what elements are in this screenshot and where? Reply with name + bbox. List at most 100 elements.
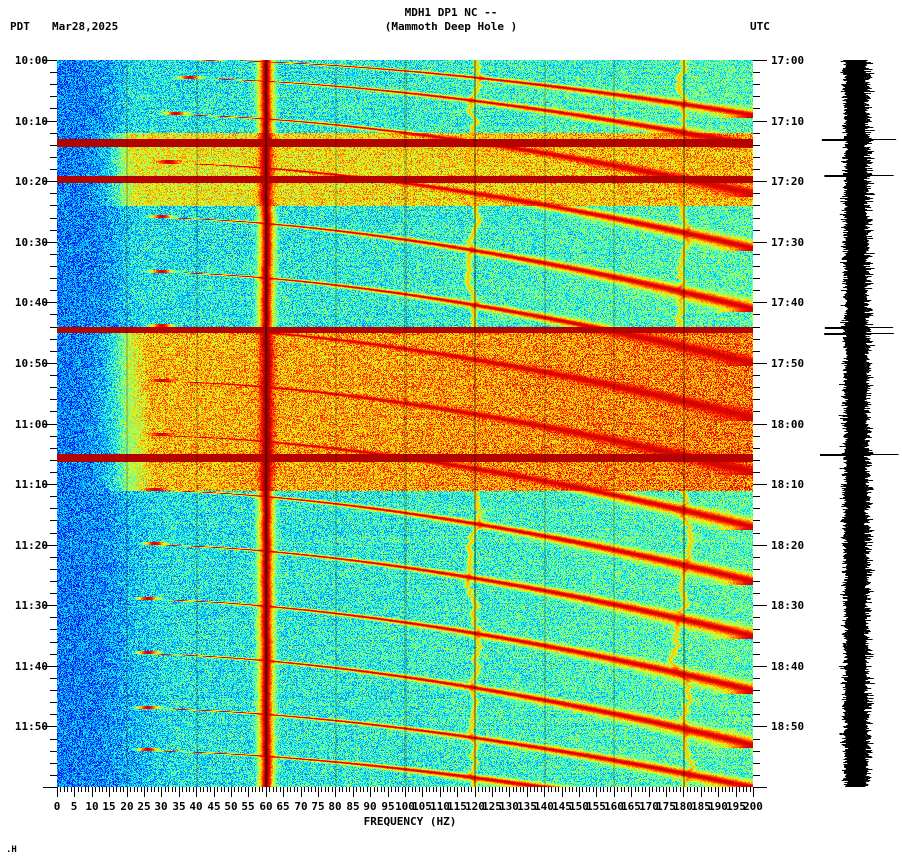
freq-tick-minor xyxy=(635,787,636,792)
time-tick-minor xyxy=(753,96,760,97)
time-tick-major xyxy=(43,363,57,364)
freq-label: 190 xyxy=(708,800,728,813)
freq-tick-minor xyxy=(624,787,625,792)
freq-tick-major xyxy=(214,787,215,797)
freq-tick-minor xyxy=(743,787,744,792)
freq-tick-minor xyxy=(489,787,490,792)
time-tick-minor xyxy=(50,581,57,582)
time-tick-minor xyxy=(753,436,760,437)
time-tick-minor xyxy=(753,254,760,255)
freq-label: 125 xyxy=(482,800,502,813)
time-tick-minor xyxy=(753,375,760,376)
corner-artifact-mark: .H xyxy=(6,845,17,855)
freq-tick-minor xyxy=(402,787,403,792)
seismogram-strip xyxy=(820,60,902,787)
time-tick-minor xyxy=(50,169,57,170)
freq-tick-minor xyxy=(673,787,674,792)
time-tick-major xyxy=(43,60,57,61)
freq-tick-minor xyxy=(610,787,611,792)
freq-tick-minor xyxy=(120,787,121,792)
freq-tick-minor xyxy=(516,787,517,792)
freq-tick-minor xyxy=(415,787,416,792)
time-tick-minor xyxy=(753,617,760,618)
time-tick-minor xyxy=(50,460,57,461)
freq-tick-minor xyxy=(141,787,142,792)
freq-tick-minor xyxy=(134,787,135,792)
freq-tick-major xyxy=(649,787,650,797)
time-label-utc: 18:00 xyxy=(771,418,805,431)
time-tick-minor xyxy=(50,654,57,655)
time-tick-minor xyxy=(50,629,57,630)
time-label-pdt: 10:20 xyxy=(14,175,48,188)
date-label: Mar28,2025 xyxy=(52,20,119,33)
freq-label: 185 xyxy=(691,800,711,813)
freq-label: 40 xyxy=(189,800,203,813)
freq-tick-minor xyxy=(158,787,159,792)
freq-label: 160 xyxy=(604,800,624,813)
freq-tick-minor xyxy=(186,787,187,792)
time-tick-major xyxy=(43,121,57,122)
time-label-pdt: 11:20 xyxy=(14,539,48,552)
freq-label: 135 xyxy=(517,800,537,813)
time-tick-minor xyxy=(50,351,57,352)
time-tick-minor xyxy=(50,72,57,73)
freq-tick-minor xyxy=(537,787,538,792)
freq-tick-minor xyxy=(102,787,103,792)
freq-tick-minor xyxy=(328,787,329,792)
freq-tick-minor xyxy=(600,787,601,792)
freq-tick-minor xyxy=(534,787,535,792)
freq-tick-minor xyxy=(638,787,639,792)
time-tick-major xyxy=(43,484,57,485)
freq-label: 180 xyxy=(673,800,693,813)
time-tick-minor xyxy=(50,96,57,97)
time-tick-minor xyxy=(753,411,760,412)
freq-tick-minor xyxy=(412,787,413,792)
freq-tick-minor xyxy=(374,787,375,792)
freq-tick-minor xyxy=(746,787,747,792)
freq-tick-minor xyxy=(308,787,309,792)
freq-tick-minor xyxy=(704,787,705,792)
time-tick-minor xyxy=(753,690,760,691)
freq-tick-minor xyxy=(555,787,556,792)
freq-tick-minor xyxy=(245,787,246,792)
freq-tick-minor xyxy=(99,787,100,792)
time-tick-minor xyxy=(753,327,760,328)
freq-tick-minor xyxy=(589,787,590,792)
freq-label: 0 xyxy=(53,800,61,813)
time-tick-minor xyxy=(753,290,760,291)
time-tick-major xyxy=(753,242,767,243)
freq-tick-major xyxy=(57,787,58,797)
freq-tick-minor xyxy=(252,787,253,792)
time-tick-major xyxy=(43,545,57,546)
time-tick-minor xyxy=(50,387,57,388)
time-tick-minor xyxy=(50,569,57,570)
time-tick-major xyxy=(753,545,767,546)
freq-tick-major xyxy=(388,787,389,797)
time-tick-minor xyxy=(753,448,760,449)
time-tick-minor xyxy=(50,278,57,279)
station-title: MDH1 DP1 NC -- xyxy=(404,6,498,19)
freq-tick-major xyxy=(161,787,162,797)
spectrogram-plot[interactable] xyxy=(57,60,753,787)
time-tick-major xyxy=(753,726,767,727)
freq-tick-minor xyxy=(106,787,107,792)
freq-tick-major xyxy=(509,787,510,797)
freq-tick-major xyxy=(266,787,267,797)
time-tick-minor xyxy=(50,157,57,158)
freq-tick-minor xyxy=(569,787,570,792)
time-tick-minor xyxy=(753,654,760,655)
freq-tick-major xyxy=(248,787,249,797)
freq-tick-minor xyxy=(645,787,646,792)
time-tick-major xyxy=(43,666,57,667)
freq-tick-major xyxy=(701,787,702,797)
freq-tick-minor xyxy=(548,787,549,792)
freq-tick-minor xyxy=(642,787,643,792)
freq-tick-minor xyxy=(95,787,96,792)
time-label-utc: 18:20 xyxy=(771,539,805,552)
time-label-pdt: 11:40 xyxy=(14,660,48,673)
time-tick-minor xyxy=(753,581,760,582)
freq-tick-minor xyxy=(360,787,361,792)
freq-tick-minor xyxy=(203,787,204,792)
time-tick-minor xyxy=(50,133,57,134)
freq-tick-minor xyxy=(722,787,723,792)
